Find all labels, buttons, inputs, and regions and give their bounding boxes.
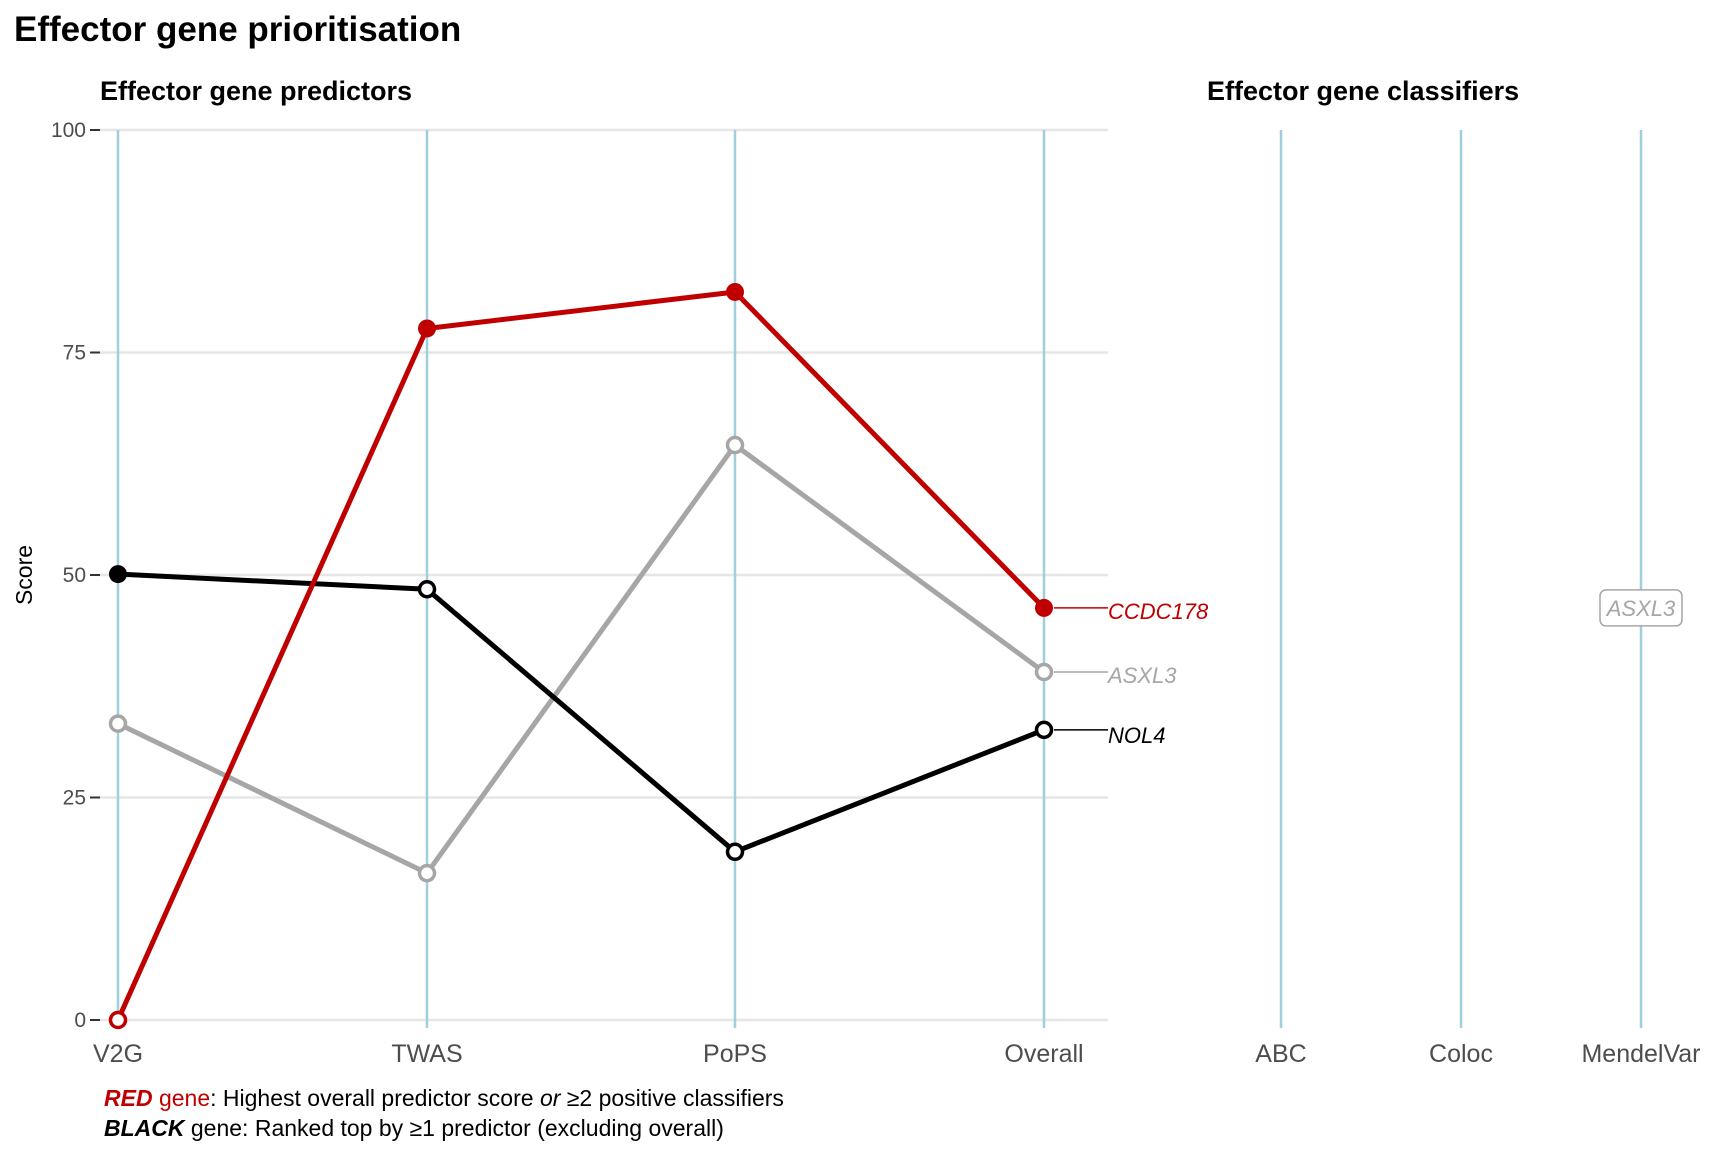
series-line-ccdc178 — [115, 289, 1046, 1022]
series-point-ccdc178 — [1035, 598, 1053, 617]
x-tick-label: TWAS — [391, 1040, 462, 1068]
footnote-black-text: gene: Ranked top by ≥1 predictor (exclud… — [184, 1115, 724, 1141]
chart-title: Effector gene prioritisation — [14, 10, 461, 49]
y-tick-label: 0 — [74, 1009, 86, 1032]
series-point-ccdc178 — [726, 282, 744, 301]
x-tick-label: V2G — [93, 1040, 143, 1068]
x-tick-label: Coloc — [1429, 1040, 1493, 1068]
footnote-red-text-a: : Highest overall predictor score — [210, 1085, 540, 1111]
series-label-ccdc178: CCDC178 — [1108, 599, 1209, 624]
series-point-asxl3 — [1034, 662, 1054, 682]
classifier-label-box — [1599, 589, 1683, 627]
footnote-black-strong: BLACK — [104, 1115, 185, 1141]
series-point-nol4 — [109, 565, 127, 584]
series-point-asxl3 — [417, 863, 437, 883]
x-tick-label: Overall — [1004, 1040, 1083, 1068]
y-tick-label: 25 — [63, 787, 86, 810]
classifier-label-text: ASXL3 — [1605, 596, 1676, 621]
y-tick-label: 75 — [63, 342, 86, 365]
series-line-asxl3 — [116, 442, 1046, 876]
grid-layer: 0 25 50 75 100 V2G TWAS PoPS Overall ABC Coloc Mend… — [51, 119, 1701, 1068]
series-label-nol4: NOL4 — [1108, 723, 1165, 748]
series-point-nol4 — [417, 579, 437, 599]
series-label-asxl3: ASXL3 — [1106, 663, 1177, 688]
footnote-red-strong: RED — [104, 1085, 153, 1111]
x-tick-label: ABC — [1255, 1040, 1306, 1068]
series-point-asxl3 — [108, 714, 128, 733]
classifiers-subtitle: Effector gene classifiers — [1207, 76, 1519, 106]
series-point-nol4 — [1034, 720, 1054, 740]
y-axis-label: Score — [11, 545, 37, 605]
series-line-nol4 — [117, 571, 1045, 855]
series-point-ccdc178 — [418, 319, 436, 338]
series-layer — [108, 282, 1054, 1030]
series-point-nol4 — [725, 842, 745, 862]
series-point-asxl3 — [725, 435, 745, 455]
x-tick-label: MendelVar — [1581, 1040, 1700, 1068]
footnote-red-word: gene — [152, 1085, 211, 1111]
footnote-red-text-b: ≥2 positive classifiers — [560, 1085, 784, 1111]
footnote-red-or: or — [539, 1085, 561, 1111]
series-point-ccdc178 — [108, 1010, 128, 1030]
label-layer: ASXL3 NOL4 CCDC178 ASXL3 — [1054, 589, 1683, 748]
x-tick-label: PoPS — [703, 1040, 767, 1068]
y-tick-label: 100 — [51, 119, 86, 142]
y-tick-label: 50 — [63, 564, 86, 587]
predictors-subtitle: Effector gene predictors — [100, 76, 412, 106]
footnote-red: RED gene: Highest overall predictor scor… — [104, 1085, 784, 1112]
footnote-black: BLACK gene: Ranked top by ≥1 predictor (… — [104, 1115, 724, 1142]
